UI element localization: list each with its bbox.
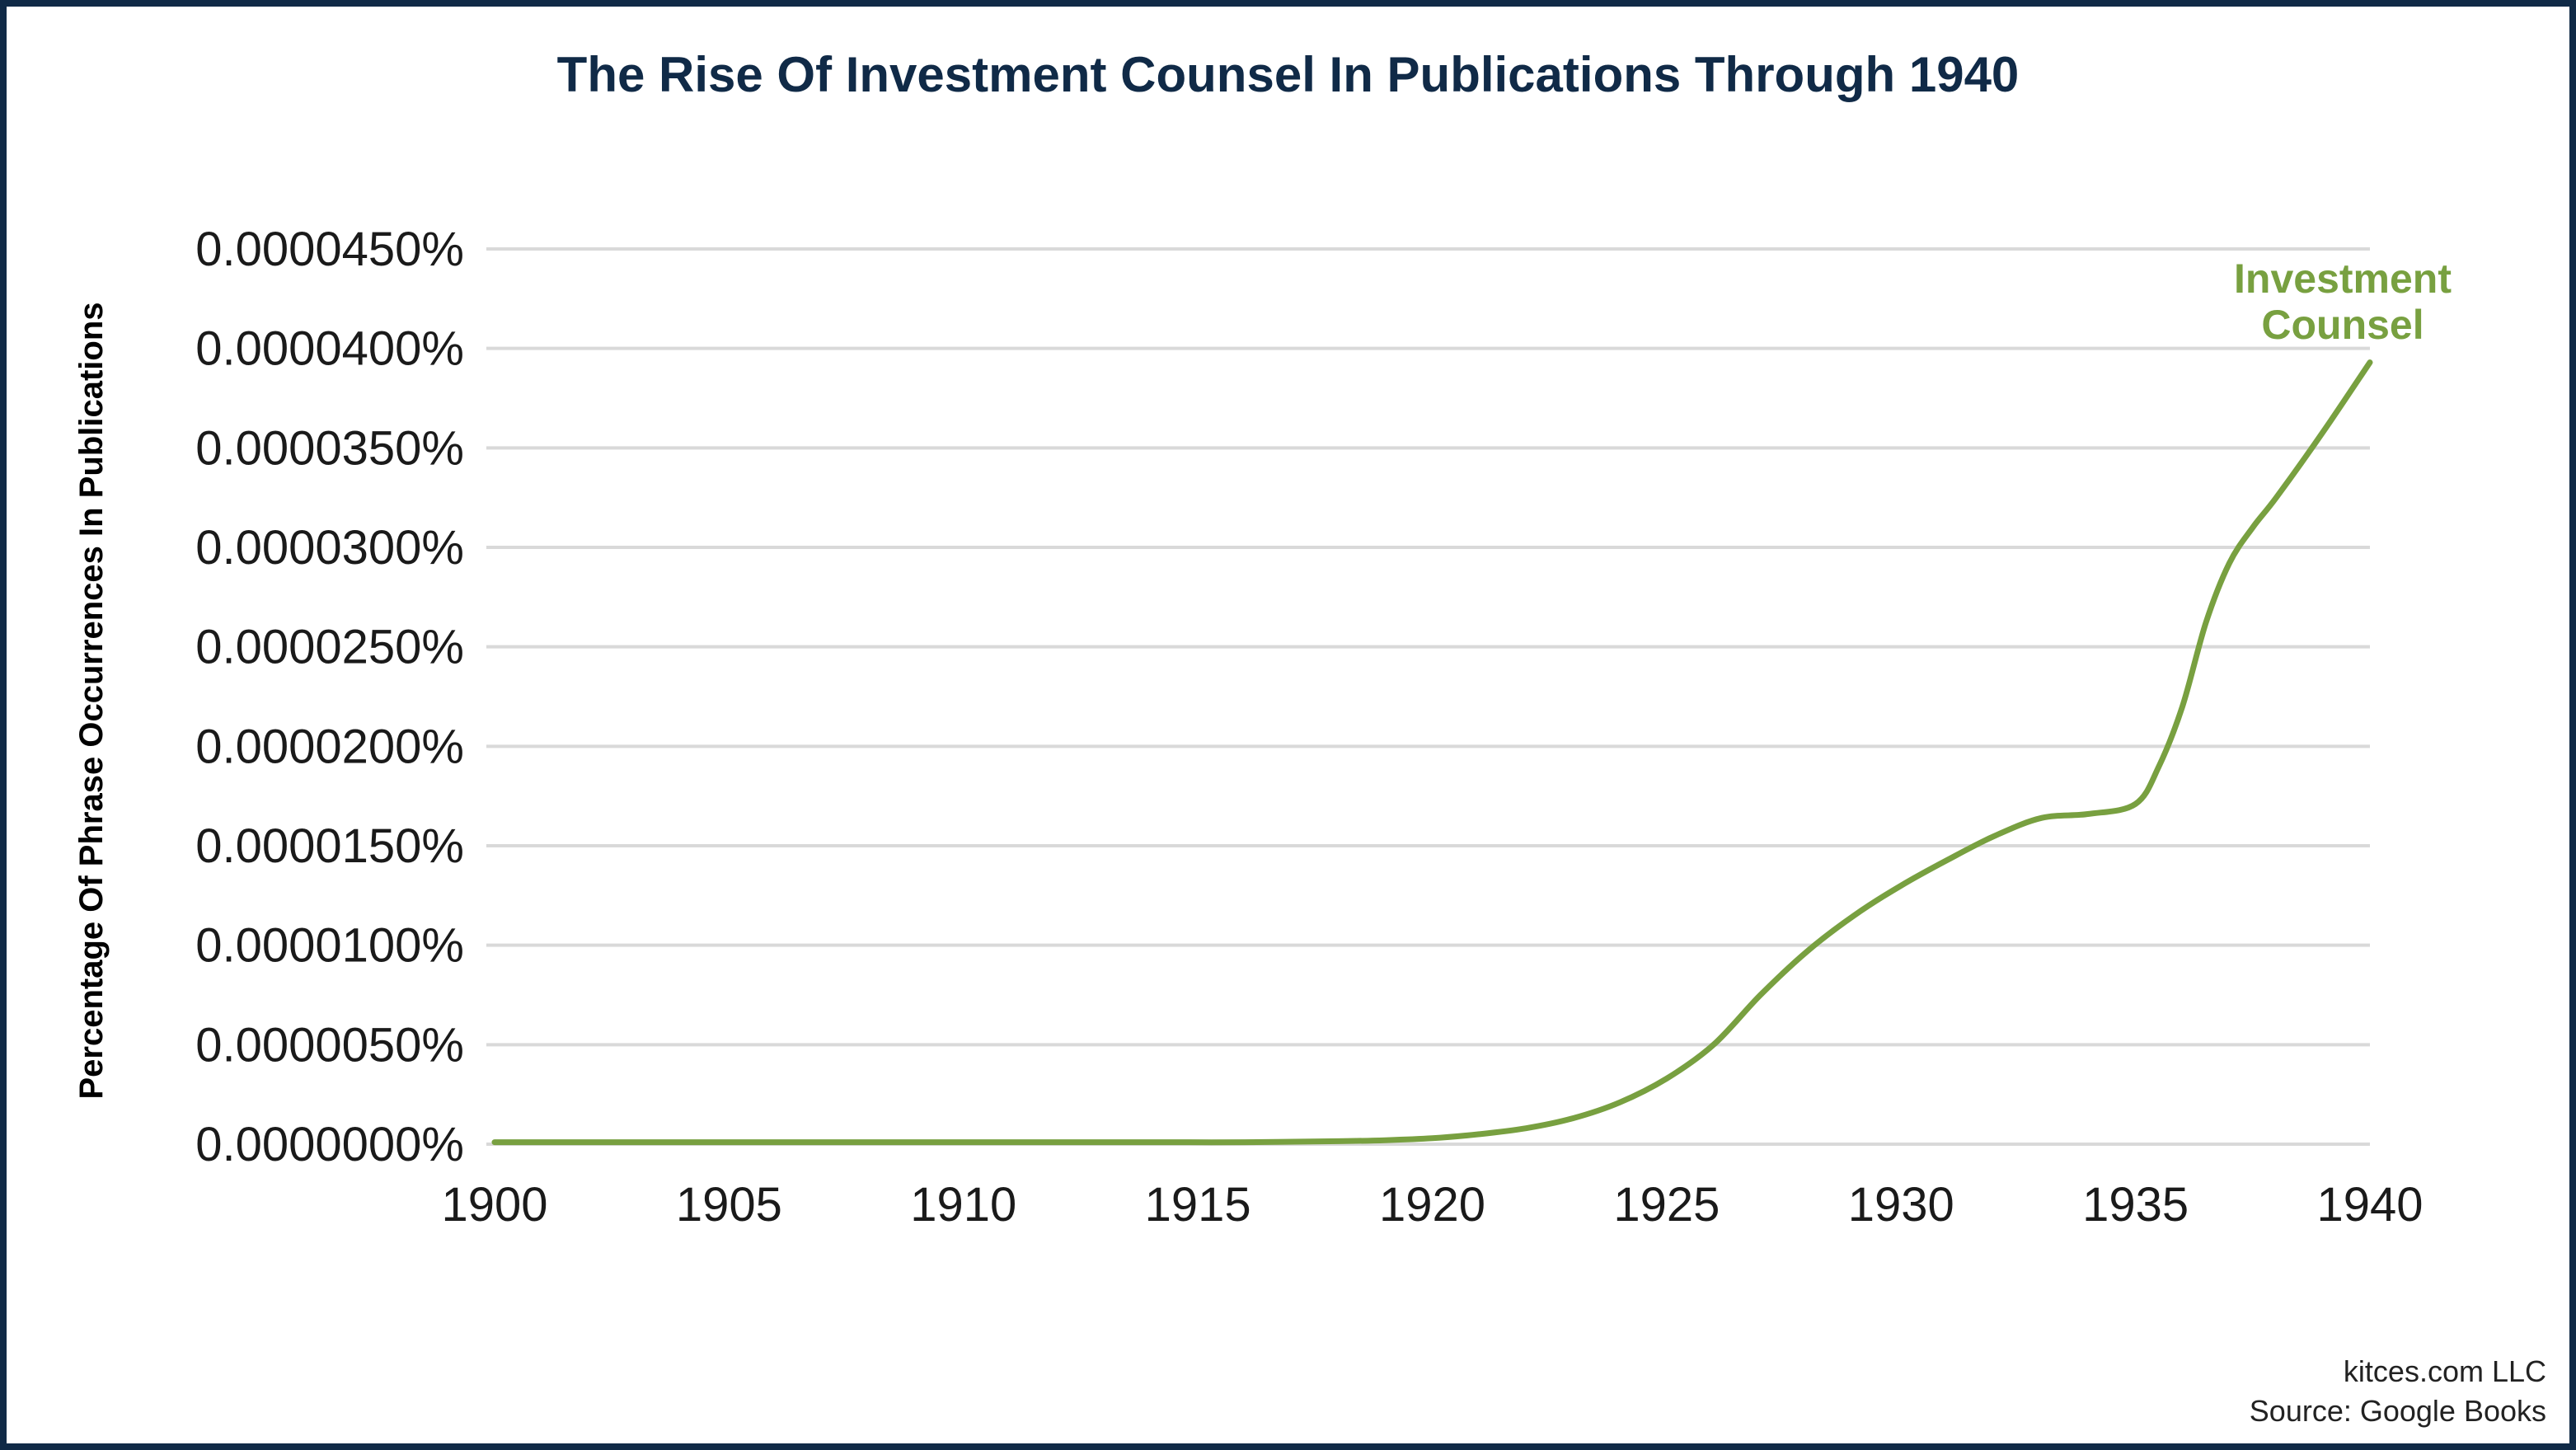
x-tick-label: 1935 bbox=[2082, 1178, 2189, 1232]
series-line-investment-counsel bbox=[491, 359, 2373, 1146]
x-axis-tick-labels: 1900 1905 1910 1915 1920 1925 1930 1935 1940 bbox=[441, 1178, 2423, 1232]
y-tick-label: 0.0000050% bbox=[195, 1018, 464, 1072]
y-tick-label: 0.0000350% bbox=[195, 421, 464, 475]
x-tick-label: 1915 bbox=[1145, 1178, 1251, 1232]
y-tick-label: 0.0000000% bbox=[195, 1118, 464, 1171]
series-label: Investment Counsel bbox=[2234, 256, 2452, 348]
x-tick-label: 1900 bbox=[441, 1178, 547, 1232]
y-tick-label: 0.0000400% bbox=[195, 322, 464, 376]
chart-title: The Rise Of Investment Counsel In Public… bbox=[556, 47, 2020, 102]
y-axis-tick-labels: 0.0000000% 0.0000050% 0.0000100% 0.0000150%… bbox=[195, 223, 464, 1171]
footer-copyright: kitces.com LLC bbox=[2343, 1354, 2546, 1388]
x-tick-label: 1905 bbox=[676, 1178, 782, 1232]
y-tick-label: 0.0000250% bbox=[195, 621, 464, 674]
x-tick-label: 1925 bbox=[1613, 1178, 1720, 1232]
grid-lines bbox=[486, 247, 2370, 1146]
x-tick-label: 1910 bbox=[910, 1178, 1016, 1232]
y-tick-label: 0.0000450% bbox=[195, 223, 464, 276]
footer: kitces.com LLC Source: Google Books bbox=[2250, 1352, 2546, 1431]
footer-source: Source: Google Books bbox=[2249, 1394, 2546, 1428]
x-tick-label: 1930 bbox=[1848, 1178, 1954, 1232]
x-tick-label: 1920 bbox=[1379, 1178, 1485, 1232]
y-tick-label: 0.0000100% bbox=[195, 919, 464, 973]
y-tick-label: 0.0000200% bbox=[195, 720, 464, 773]
y-tick-label: 0.0000300% bbox=[195, 521, 464, 575]
x-tick-label: 1940 bbox=[2316, 1178, 2423, 1232]
y-axis-label: Percentage Of Phrase Occurrences In Publ… bbox=[73, 302, 110, 1099]
series-layer: Investment Counsel bbox=[491, 256, 2452, 1146]
y-tick-label: 0.0000150% bbox=[195, 819, 464, 873]
